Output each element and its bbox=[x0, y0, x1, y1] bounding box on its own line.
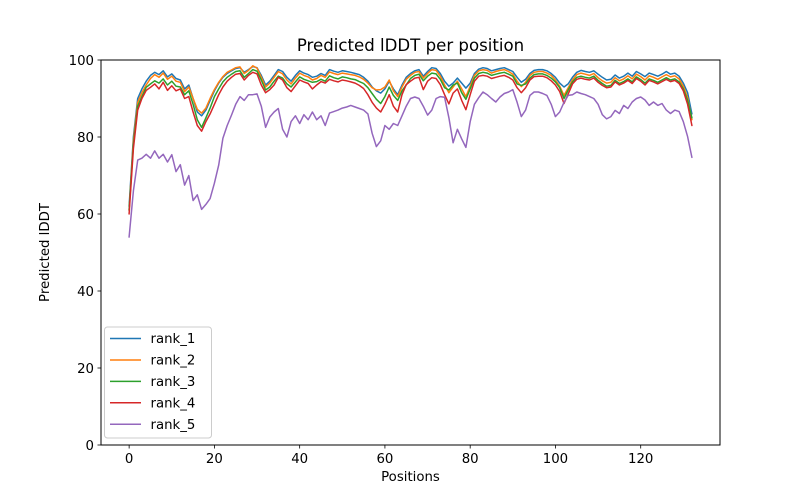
y-tick-label: 100 bbox=[69, 54, 94, 69]
legend: rank_1 rank_2 rank_3 rank_4 rank_5 bbox=[104, 326, 212, 439]
series-line-rank_3 bbox=[128, 68, 693, 211]
y-tick-label: 80 bbox=[77, 131, 94, 146]
series-line-rank_2 bbox=[128, 65, 693, 211]
legend-item-rank-4: rank_4 bbox=[110, 397, 195, 412]
legend-label-rank-3: rank_3 bbox=[151, 375, 196, 390]
series-line-rank_5 bbox=[128, 88, 693, 238]
y-tick-label: 0 bbox=[86, 439, 94, 454]
series-line-rank_4 bbox=[128, 71, 693, 215]
y-axis-ticks: 0 20 40 60 80 100 bbox=[69, 54, 101, 454]
legend-label-rank-2: rank_2 bbox=[151, 354, 196, 369]
x-axis-ticks: 0 20 40 60 80 100 120 bbox=[125, 445, 653, 467]
x-tick-label: 20 bbox=[206, 452, 223, 467]
legend-item-rank-3: rank_3 bbox=[110, 375, 195, 390]
y-tick-label: 60 bbox=[77, 208, 94, 223]
legend-item-rank-1: rank_1 bbox=[110, 332, 195, 347]
legend-label-rank-5: rank_5 bbox=[151, 418, 196, 433]
x-tick-label: 40 bbox=[291, 452, 308, 467]
legend-label-rank-4: rank_4 bbox=[151, 397, 196, 412]
legend-item-rank-2: rank_2 bbox=[110, 354, 195, 369]
chart-title: Predicted lDDT per position bbox=[297, 36, 524, 55]
legend-label-rank-1: rank_1 bbox=[151, 332, 196, 347]
x-axis-label: Positions bbox=[381, 470, 440, 485]
x-tick-label: 60 bbox=[376, 452, 393, 467]
y-tick-label: 20 bbox=[77, 362, 94, 377]
legend-box bbox=[104, 326, 212, 439]
x-tick-label: 100 bbox=[543, 452, 568, 467]
x-tick-label: 80 bbox=[462, 452, 479, 467]
series-lines bbox=[128, 65, 693, 238]
y-axis-label: Predicted lDDT bbox=[38, 202, 53, 302]
legend-item-rank-5: rank_5 bbox=[110, 418, 195, 433]
x-tick-label: 120 bbox=[628, 452, 653, 467]
x-tick-label: 0 bbox=[125, 452, 133, 467]
y-tick-label: 40 bbox=[77, 285, 94, 300]
